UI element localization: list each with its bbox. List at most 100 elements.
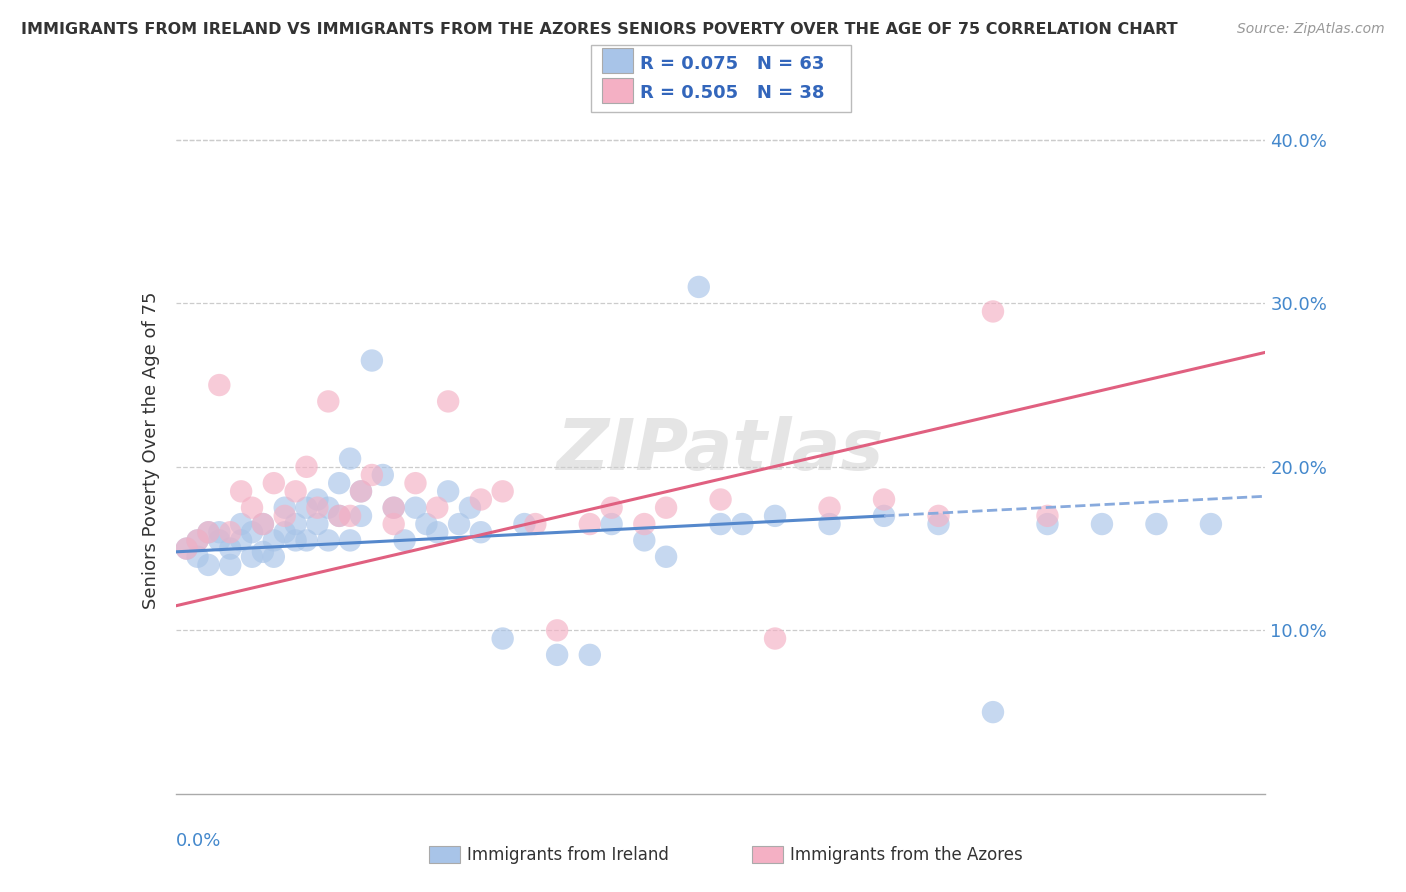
Point bbox=[186, 549, 209, 564]
Point bbox=[339, 451, 361, 466]
Point bbox=[447, 516, 470, 531]
Point bbox=[873, 492, 896, 507]
Point bbox=[328, 508, 350, 523]
Point bbox=[1036, 516, 1059, 531]
Point bbox=[415, 516, 437, 531]
Text: Immigrants from the Azores: Immigrants from the Azores bbox=[790, 846, 1024, 863]
Point bbox=[1199, 516, 1222, 531]
Point bbox=[818, 516, 841, 531]
Point bbox=[928, 508, 950, 523]
Point bbox=[928, 516, 950, 531]
Point bbox=[579, 516, 602, 531]
Point bbox=[981, 304, 1004, 318]
Point bbox=[710, 492, 733, 507]
Point bbox=[710, 516, 733, 531]
Point bbox=[437, 394, 460, 409]
Point bbox=[252, 516, 274, 531]
Point bbox=[688, 280, 710, 294]
Point bbox=[219, 541, 242, 556]
Text: R = 0.075   N = 63: R = 0.075 N = 63 bbox=[640, 55, 824, 73]
Point bbox=[274, 508, 297, 523]
Point bbox=[295, 533, 318, 548]
Point bbox=[633, 533, 655, 548]
Point bbox=[284, 533, 307, 548]
Point bbox=[274, 500, 297, 515]
Point bbox=[1036, 508, 1059, 523]
Point bbox=[197, 525, 219, 540]
Point bbox=[470, 525, 492, 540]
Point bbox=[240, 525, 263, 540]
Point bbox=[208, 533, 231, 548]
Point bbox=[231, 516, 253, 531]
Point bbox=[339, 533, 361, 548]
Point bbox=[382, 500, 405, 515]
Point bbox=[492, 632, 515, 646]
Point bbox=[240, 500, 263, 515]
Point bbox=[307, 516, 329, 531]
Point bbox=[470, 492, 492, 507]
Text: R = 0.505   N = 38: R = 0.505 N = 38 bbox=[640, 84, 824, 102]
Point bbox=[350, 508, 373, 523]
Point bbox=[546, 624, 568, 638]
Point bbox=[382, 500, 405, 515]
Point bbox=[263, 549, 285, 564]
Point bbox=[208, 378, 231, 392]
Point bbox=[252, 516, 274, 531]
Point bbox=[263, 476, 285, 491]
Point bbox=[818, 500, 841, 515]
Point bbox=[1144, 516, 1167, 531]
Point bbox=[328, 476, 350, 491]
Text: ZIPatlas: ZIPatlas bbox=[557, 416, 884, 485]
Point bbox=[524, 516, 547, 531]
Point bbox=[492, 484, 515, 499]
Point bbox=[307, 492, 329, 507]
Point bbox=[176, 541, 198, 556]
Point bbox=[655, 500, 678, 515]
Text: IMMIGRANTS FROM IRELAND VS IMMIGRANTS FROM THE AZORES SENIORS POVERTY OVER THE A: IMMIGRANTS FROM IRELAND VS IMMIGRANTS FR… bbox=[21, 22, 1178, 37]
Point bbox=[458, 500, 481, 515]
Point bbox=[513, 516, 536, 531]
Point bbox=[318, 533, 340, 548]
Point bbox=[382, 516, 405, 531]
Point bbox=[197, 525, 219, 540]
Point bbox=[360, 353, 382, 368]
Point bbox=[873, 508, 896, 523]
Point bbox=[763, 632, 786, 646]
Point bbox=[231, 533, 253, 548]
Point bbox=[405, 500, 427, 515]
Point bbox=[197, 558, 219, 572]
Point bbox=[339, 508, 361, 523]
Point bbox=[600, 516, 623, 531]
Point bbox=[176, 541, 198, 556]
Point bbox=[633, 516, 655, 531]
Point bbox=[208, 525, 231, 540]
Y-axis label: Seniors Poverty Over the Age of 75: Seniors Poverty Over the Age of 75 bbox=[142, 292, 160, 609]
Point bbox=[394, 533, 416, 548]
Point bbox=[295, 459, 318, 474]
Point bbox=[274, 525, 297, 540]
Text: 0.0%: 0.0% bbox=[176, 831, 221, 850]
Point bbox=[1091, 516, 1114, 531]
Point bbox=[350, 484, 373, 499]
Point bbox=[219, 525, 242, 540]
Point bbox=[600, 500, 623, 515]
Point bbox=[371, 467, 394, 482]
Point bbox=[318, 394, 340, 409]
Point bbox=[328, 508, 350, 523]
Point bbox=[426, 500, 449, 515]
Point bbox=[763, 508, 786, 523]
Point bbox=[437, 484, 460, 499]
Point bbox=[307, 500, 329, 515]
Point bbox=[186, 533, 209, 548]
Point bbox=[263, 533, 285, 548]
Point bbox=[426, 525, 449, 540]
Point bbox=[350, 484, 373, 499]
Point bbox=[981, 705, 1004, 719]
Point bbox=[579, 648, 602, 662]
Point bbox=[252, 545, 274, 559]
Point bbox=[731, 516, 754, 531]
Point bbox=[318, 500, 340, 515]
Point bbox=[360, 467, 382, 482]
Point bbox=[295, 500, 318, 515]
Point bbox=[284, 516, 307, 531]
